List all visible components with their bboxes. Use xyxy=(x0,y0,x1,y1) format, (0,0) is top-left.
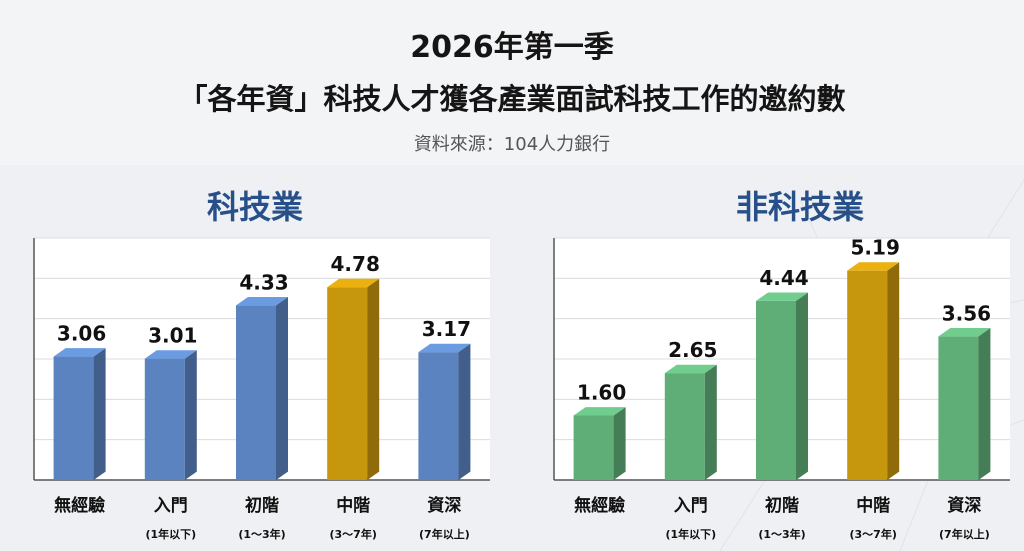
tech-category-label: 入門 xyxy=(154,496,188,516)
tech-bar-2 xyxy=(236,296,288,480)
nontech-category-label: 初階 xyxy=(765,495,799,516)
nontech-value-label: 4.44 xyxy=(759,266,808,290)
tech-category-label: 資深 xyxy=(427,495,461,516)
tech-value-label: 3.17 xyxy=(422,317,471,341)
tech-bar-side xyxy=(93,348,106,480)
nontech-category-label: 無經驗 xyxy=(574,495,625,516)
tech-industry-chart-svg: 3.06 無經驗 3.01 入門 (1年以下) 4.33 初階 (1～3年) 4.78 中階 (3～… xyxy=(33,237,490,541)
tech-bar-top xyxy=(236,296,288,306)
nontech-category-sublabel: (3～7年) xyxy=(850,527,897,541)
nontech-bar-front xyxy=(664,373,705,480)
tech-bar-front xyxy=(144,358,185,480)
nontech-value-label: 5.19 xyxy=(851,236,900,260)
nontech-bar-front xyxy=(847,270,888,480)
nontech-category-sublabel: (1～3年) xyxy=(758,527,805,541)
nontech-bar-side xyxy=(887,262,900,480)
nontech-category-label: 資深 xyxy=(947,495,981,516)
tech-category-sublabel: (3～7年) xyxy=(330,527,377,541)
nontech-bar-2 xyxy=(756,292,808,480)
nontech-bar-side xyxy=(978,328,991,480)
tech-category-label: 初階 xyxy=(245,495,279,516)
nontech-bar-side xyxy=(613,407,626,480)
tech-bar-4 xyxy=(418,343,471,480)
tech-bar-top xyxy=(327,278,380,288)
tech-bar-top xyxy=(53,348,106,357)
nontech-category-sublabel: (1年以下) xyxy=(665,527,716,541)
nontech-industry-chart-svg: 1.60 無經驗 2.65 入門 (1年以下) 4.44 初階 (1～3年) 5.19 中階 (3～… xyxy=(553,236,1010,541)
tech-value-label: 3.06 xyxy=(57,322,106,346)
nontech-bar-side xyxy=(796,292,808,480)
tech-bar-front xyxy=(53,356,94,480)
nontech-bar-top xyxy=(664,364,717,374)
tech-bar-side xyxy=(276,296,288,480)
tech-bar-side xyxy=(458,343,471,480)
nontech-category-label: 中階 xyxy=(856,495,890,516)
nontech-value-label: 3.56 xyxy=(942,301,991,325)
nontech-category-label: 入門 xyxy=(674,496,708,516)
tech-bar-side xyxy=(367,278,380,480)
nontech-bar-front xyxy=(938,336,979,480)
nontech-bar-4 xyxy=(938,328,991,480)
nontech-industry-chart: 1.60 無經驗 2.65 入門 (1年以下) 4.44 初階 (1～3年) 5.19 中階 (3～… xyxy=(552,230,1024,551)
nontech-bar-side xyxy=(704,364,717,480)
tech-bar-1 xyxy=(144,350,197,480)
tech-bar-side xyxy=(184,350,197,480)
chart-title-line1: 2026年第一季 xyxy=(410,30,614,65)
tech-bar-0 xyxy=(53,348,106,480)
nontech-bar-top xyxy=(756,292,808,301)
nontech-bar-3 xyxy=(847,262,900,480)
nontech-value-label: 2.65 xyxy=(668,338,717,362)
nontech-bar-front xyxy=(756,300,796,480)
tech-value-label: 4.33 xyxy=(239,270,288,294)
tech-bar-front xyxy=(236,305,276,480)
tech-bar-3 xyxy=(327,278,380,480)
tech-bar-top xyxy=(418,343,471,353)
nontech-bar-top xyxy=(938,328,991,337)
tech-bar-front xyxy=(327,287,368,480)
tech-category-sublabel: (1年以下) xyxy=(145,527,196,541)
tech-bar-top xyxy=(144,350,197,359)
tech-value-label: 4.78 xyxy=(331,252,380,276)
nontech-bar-0 xyxy=(573,407,626,480)
nontech-bar-1 xyxy=(664,364,717,480)
tech-value-label: 3.01 xyxy=(148,324,197,348)
chart-title-line2: 「各年資」科技人才獲各產業面試科技工作的邀約數 xyxy=(178,82,846,116)
panel-title-nontech: 非科技業 xyxy=(735,188,864,226)
data-source-note: 資料來源：104人力銀行 xyxy=(413,134,611,155)
nontech-value-label: 1.60 xyxy=(577,380,626,404)
tech-category-label: 中階 xyxy=(336,495,370,516)
nontech-category-sublabel: (7年以上) xyxy=(939,527,990,541)
nontech-bar-front xyxy=(573,415,614,480)
nontech-bar-top xyxy=(847,262,900,271)
tech-category-label: 無經驗 xyxy=(54,495,105,516)
tech-category-sublabel: (1～3年) xyxy=(238,527,285,541)
tech-industry-chart: 3.06 無經驗 3.01 入門 (1年以下) 4.33 初階 (1～3年) 4.78 中階 (3～… xyxy=(32,230,512,551)
nontech-bar-top xyxy=(573,407,626,416)
tech-bar-front xyxy=(418,352,459,480)
tech-category-sublabel: (7年以上) xyxy=(419,527,470,541)
panel-title-tech: 科技業 xyxy=(206,188,303,226)
